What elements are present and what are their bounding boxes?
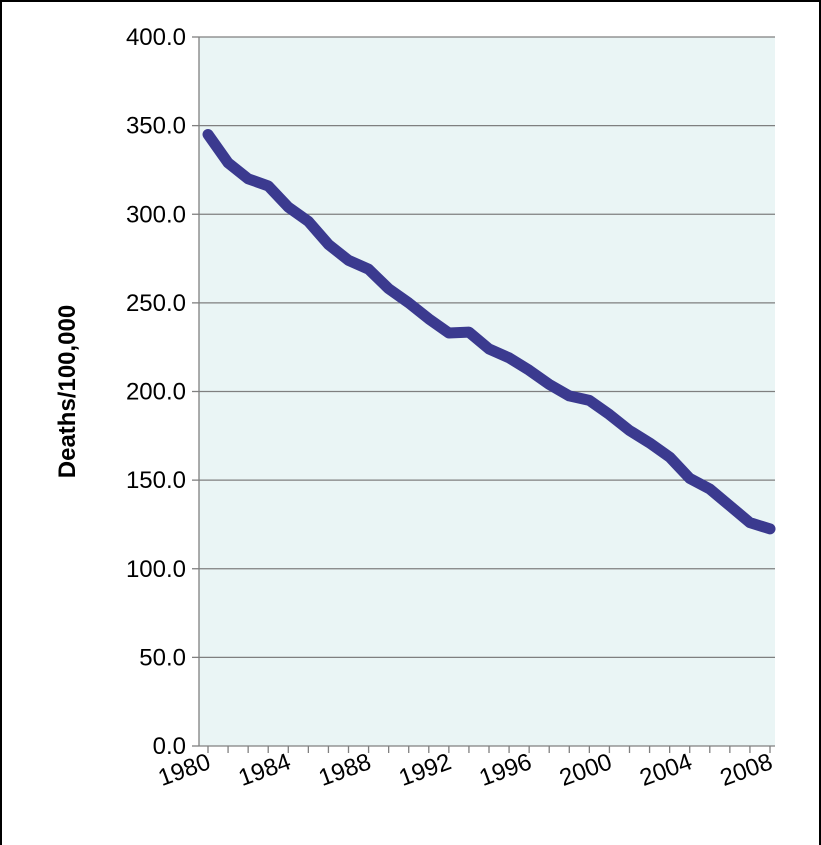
y-tick-label: 250.0 xyxy=(126,290,186,317)
y-axis-tick-labels: 0.0 50.0 100.0 150.0 200.0 250.0 300.0 350.0 400… xyxy=(126,24,186,760)
series-line xyxy=(202,128,776,535)
x-tick-label: 1984 xyxy=(235,748,294,792)
y-tick-label: 0.0 xyxy=(153,733,186,760)
y-tick-label: 200.0 xyxy=(126,379,186,406)
x-tick-label: 2000 xyxy=(556,748,615,792)
y-tick-label: 300.0 xyxy=(126,201,186,228)
y-tick-label: 150.0 xyxy=(126,467,186,494)
x-axis-tick-labels: 1980 1984 1988 1992 1996 2000 2004 2008 xyxy=(155,748,776,792)
x-tick-label: 1996 xyxy=(476,748,535,792)
y-tick-label: 50.0 xyxy=(139,644,186,671)
grid-lines xyxy=(199,36,775,659)
x-tick-label: 1988 xyxy=(315,748,374,792)
x-tick-label: 2004 xyxy=(636,748,695,792)
axes xyxy=(192,36,775,753)
x-tick-label: 1992 xyxy=(396,748,455,792)
y-tick-label: 100.0 xyxy=(126,556,186,583)
y-axis-title: Deaths/100,000 xyxy=(54,305,81,478)
y-tick-label: 350.0 xyxy=(126,113,186,140)
y-tick-label: 400.0 xyxy=(126,24,186,51)
x-tick-label: 2008 xyxy=(717,748,776,792)
series-layer xyxy=(202,128,776,535)
